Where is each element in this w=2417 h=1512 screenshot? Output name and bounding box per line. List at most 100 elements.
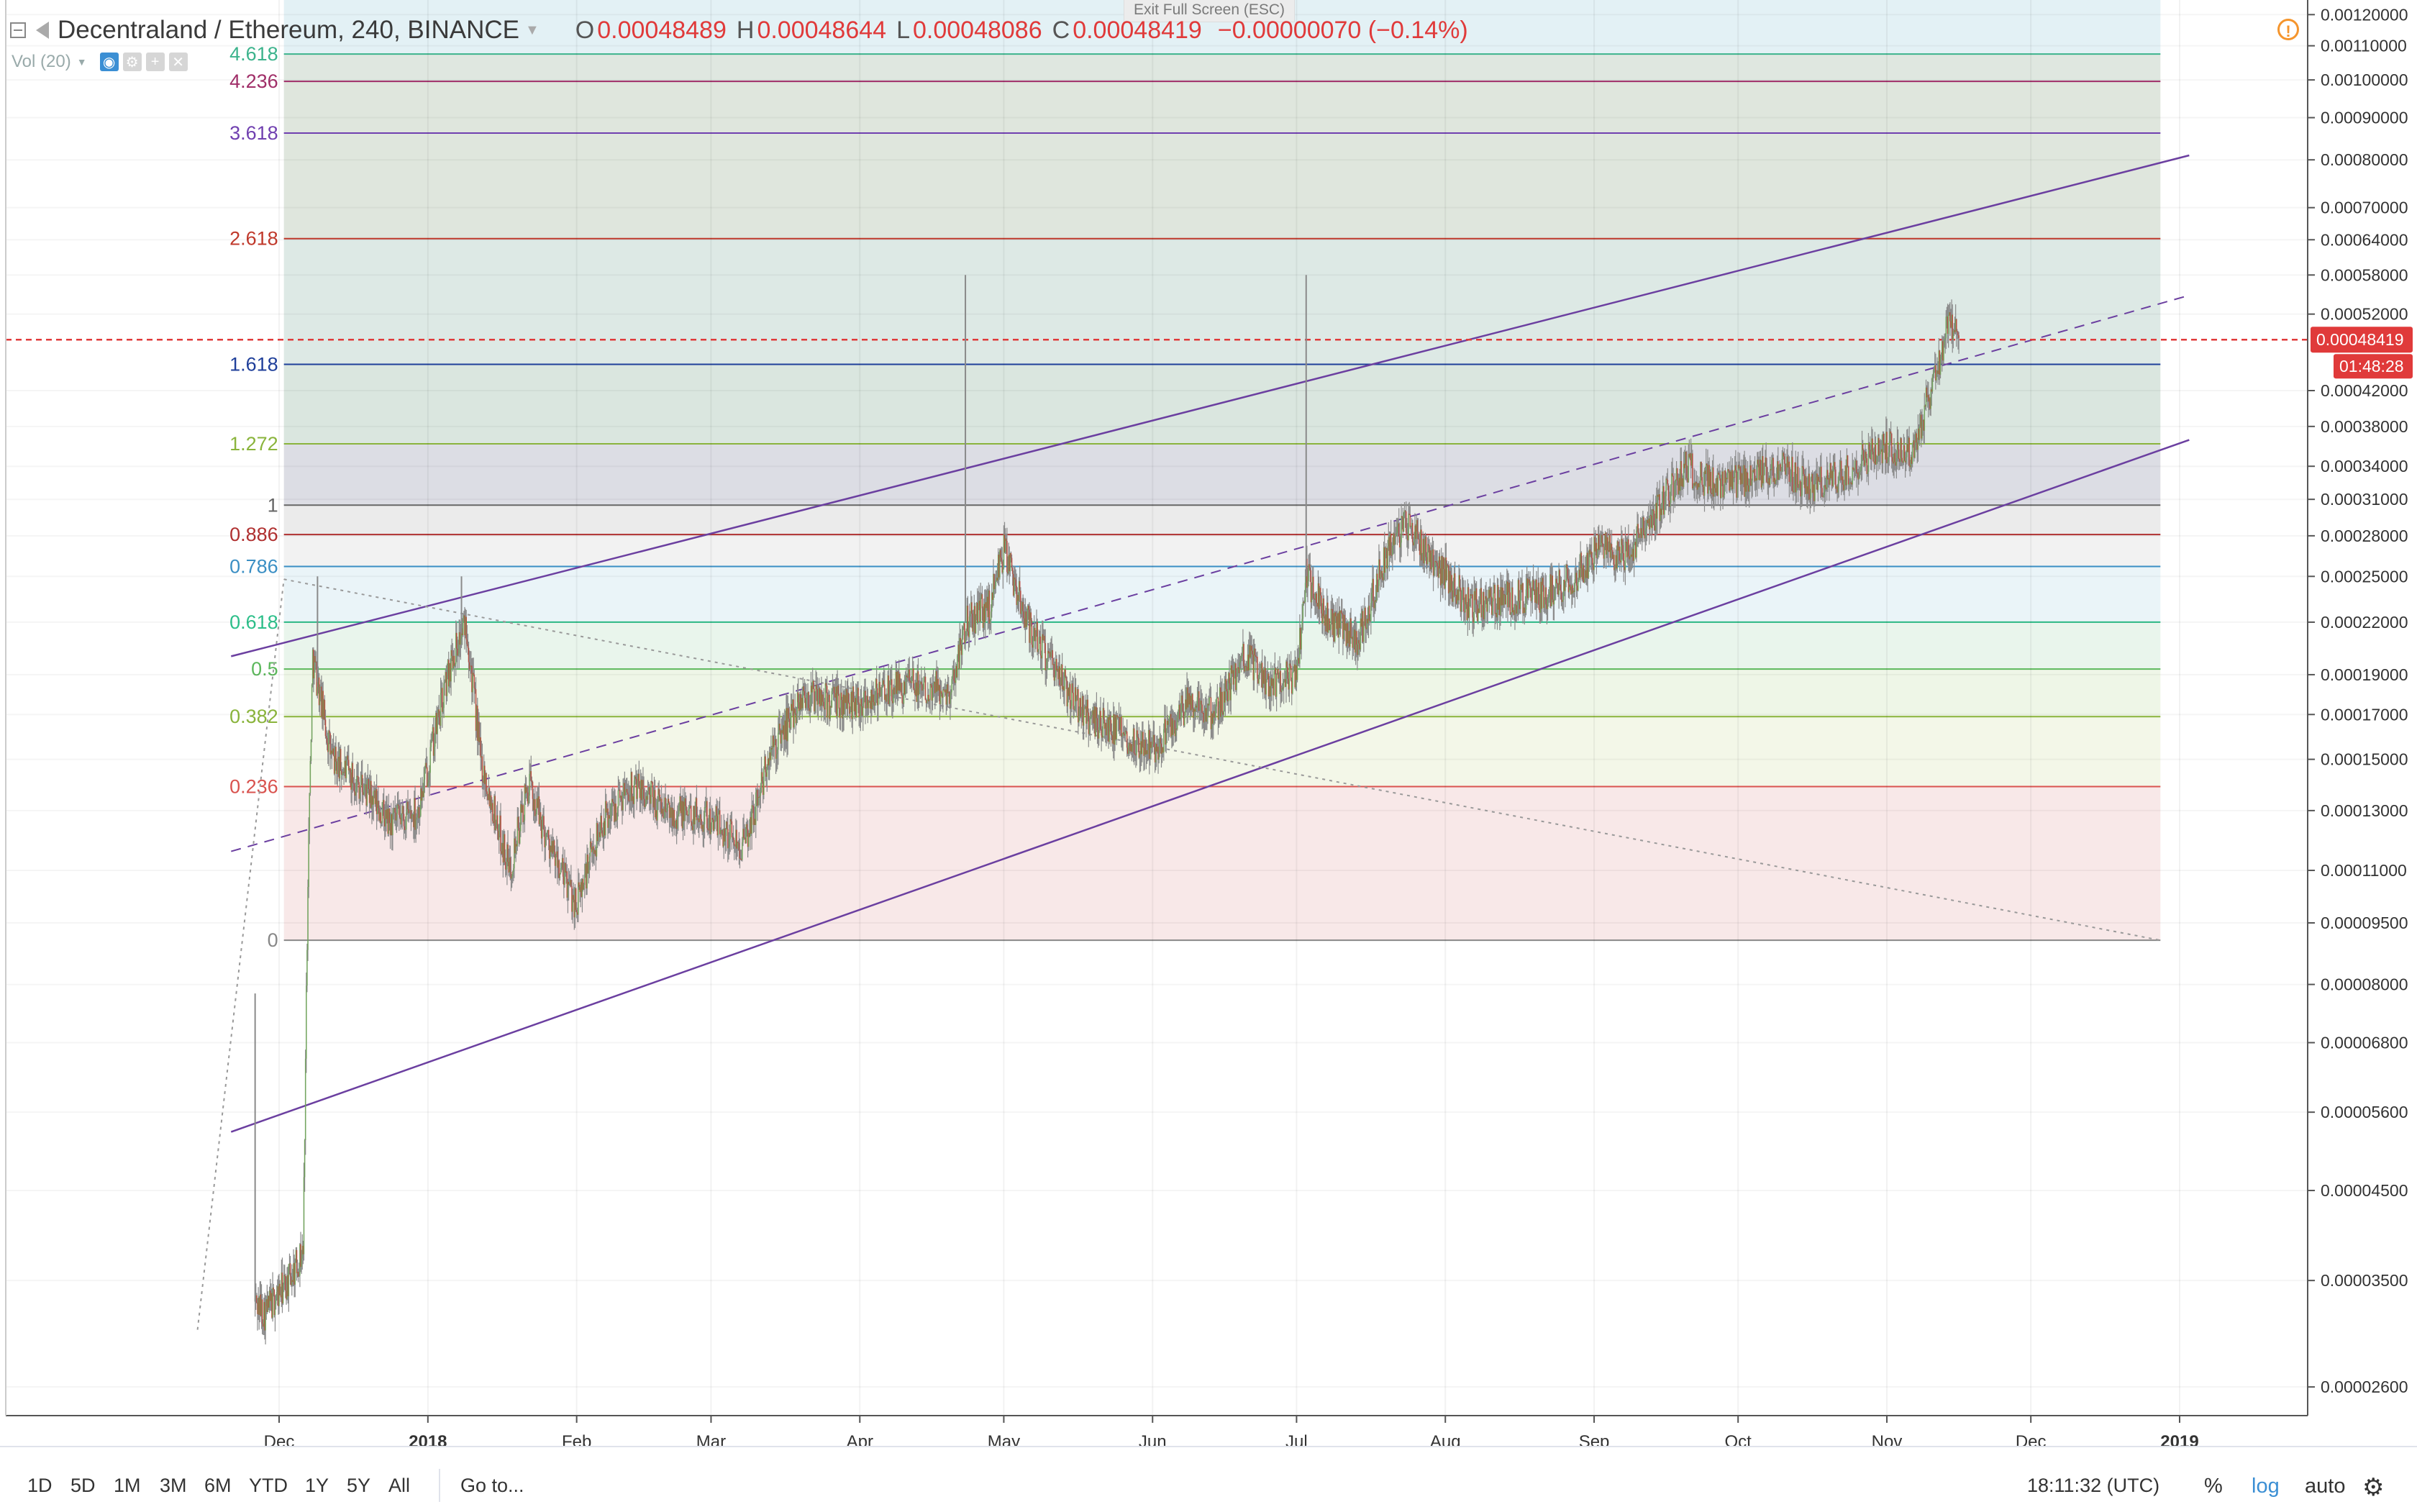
candle-body xyxy=(821,694,823,706)
trend-line-solid[interactable] xyxy=(230,154,2190,657)
candle-body xyxy=(1633,544,1635,561)
candle-body xyxy=(950,692,952,696)
plus-icon[interactable]: + xyxy=(145,53,165,71)
candle-body xyxy=(949,691,950,704)
candle-body xyxy=(1426,544,1429,565)
chevron-down-icon[interactable]: ▼ xyxy=(76,56,87,68)
candle-body xyxy=(1670,484,1672,503)
candle-body xyxy=(852,686,855,702)
candle-body xyxy=(368,788,370,803)
symbol-title[interactable]: Decentraland / Ethereum, 240, BINANCE xyxy=(58,16,519,44)
candle-body xyxy=(635,776,637,779)
candle-body xyxy=(906,675,908,678)
candle-body xyxy=(1489,588,1491,598)
candle-body xyxy=(330,750,332,755)
range-button-3m[interactable]: 3M xyxy=(160,1475,187,1496)
range-button-1y[interactable]: 1Y xyxy=(305,1475,329,1496)
candle-body xyxy=(700,814,701,819)
warning-icon[interactable]: ! xyxy=(2277,19,2299,40)
candle-body xyxy=(1860,470,1862,472)
candle-body xyxy=(762,781,764,795)
candle-body xyxy=(483,765,486,785)
candle-body xyxy=(1131,744,1133,752)
candle-body xyxy=(399,815,401,818)
percent-scale-toggle[interactable]: % xyxy=(2204,1475,2223,1498)
candle-body xyxy=(1742,474,1744,484)
candle-body xyxy=(651,780,652,783)
candle-body xyxy=(1738,465,1740,469)
candle-body xyxy=(1172,718,1173,735)
candle-body xyxy=(1239,662,1241,673)
candle-body xyxy=(739,858,742,860)
candle-body xyxy=(1365,627,1367,629)
volume-label[interactable]: Vol (20) xyxy=(12,52,71,71)
goto-date-button[interactable]: Go to... xyxy=(460,1475,524,1496)
candle-body xyxy=(1040,655,1042,659)
candle-body xyxy=(682,801,684,829)
candle-body xyxy=(688,806,691,809)
candle-body xyxy=(1336,616,1337,629)
candle-body xyxy=(1530,588,1532,601)
candle-body xyxy=(1352,635,1355,648)
candle-body xyxy=(346,755,348,760)
chevron-down-icon[interactable]: ▼ xyxy=(524,22,540,38)
candle-body xyxy=(1306,558,1308,588)
collapse-icon[interactable] xyxy=(10,22,26,38)
candle-body xyxy=(1829,463,1831,485)
candle-body xyxy=(1049,652,1050,654)
settings-icon[interactable]: ⚙ xyxy=(122,53,142,71)
fib-level-label: 0.236 xyxy=(229,776,278,798)
candle-body xyxy=(556,851,557,855)
range-button-all[interactable]: All xyxy=(388,1475,411,1496)
range-button-1m[interactable]: 1M xyxy=(114,1475,141,1496)
candle-body xyxy=(1351,637,1352,638)
candle-body xyxy=(988,590,991,624)
candle-body xyxy=(1824,485,1826,488)
candle-body xyxy=(1790,457,1793,477)
candle-body xyxy=(862,703,864,716)
log-scale-toggle[interactable]: log xyxy=(2252,1475,2280,1498)
candle-body xyxy=(1441,555,1443,584)
candle-body xyxy=(1844,465,1847,481)
candle-body xyxy=(1507,581,1508,608)
eye-icon[interactable]: ◉ xyxy=(99,53,119,71)
candle-body xyxy=(883,680,885,685)
candle-body xyxy=(375,789,377,804)
candle-body xyxy=(522,805,523,813)
candle-body xyxy=(1021,601,1023,610)
range-button-5d[interactable]: 5D xyxy=(70,1475,96,1496)
auto-scale-toggle[interactable]: auto xyxy=(2305,1475,2346,1498)
trend-line-dotted[interactable] xyxy=(196,579,285,1330)
candle-body xyxy=(1378,586,1379,593)
candle-body xyxy=(1579,569,1580,578)
candle-body xyxy=(937,678,939,691)
range-button-1d[interactable]: 1D xyxy=(27,1475,53,1496)
close-icon[interactable]: ✕ xyxy=(168,53,188,71)
candle-body xyxy=(1018,580,1020,601)
candle-body xyxy=(1096,707,1098,719)
trend-line-dashed[interactable] xyxy=(231,294,2190,852)
candle-body xyxy=(1064,669,1065,691)
flag-icon[interactable] xyxy=(36,22,49,39)
candle-body xyxy=(604,821,606,836)
trend-line-dotted[interactable] xyxy=(283,578,2161,942)
candle-body xyxy=(1298,657,1300,664)
candle-body xyxy=(1622,545,1624,554)
exit-fullscreen-button[interactable]: Exit Full Screen (ESC) xyxy=(1124,0,1295,22)
candle-body xyxy=(581,882,583,897)
utc-clock[interactable]: 18:11:32 (UTC) xyxy=(2027,1475,2160,1496)
candle-body xyxy=(995,580,997,586)
gear-icon[interactable]: ⚙ xyxy=(2362,1474,2385,1501)
range-button-ytd[interactable]: YTD xyxy=(249,1475,288,1496)
range-button-6m[interactable]: 6M xyxy=(204,1475,232,1496)
candle-body xyxy=(706,801,708,829)
range-button-5y[interactable]: 5Y xyxy=(347,1475,371,1496)
candle-body xyxy=(623,783,625,792)
candle-body xyxy=(1806,486,1808,494)
trend-line-solid[interactable] xyxy=(230,439,2190,1133)
candle-body xyxy=(1373,578,1374,601)
candle-body xyxy=(744,837,745,839)
candle-body xyxy=(1224,691,1226,703)
candle-body xyxy=(964,623,965,644)
